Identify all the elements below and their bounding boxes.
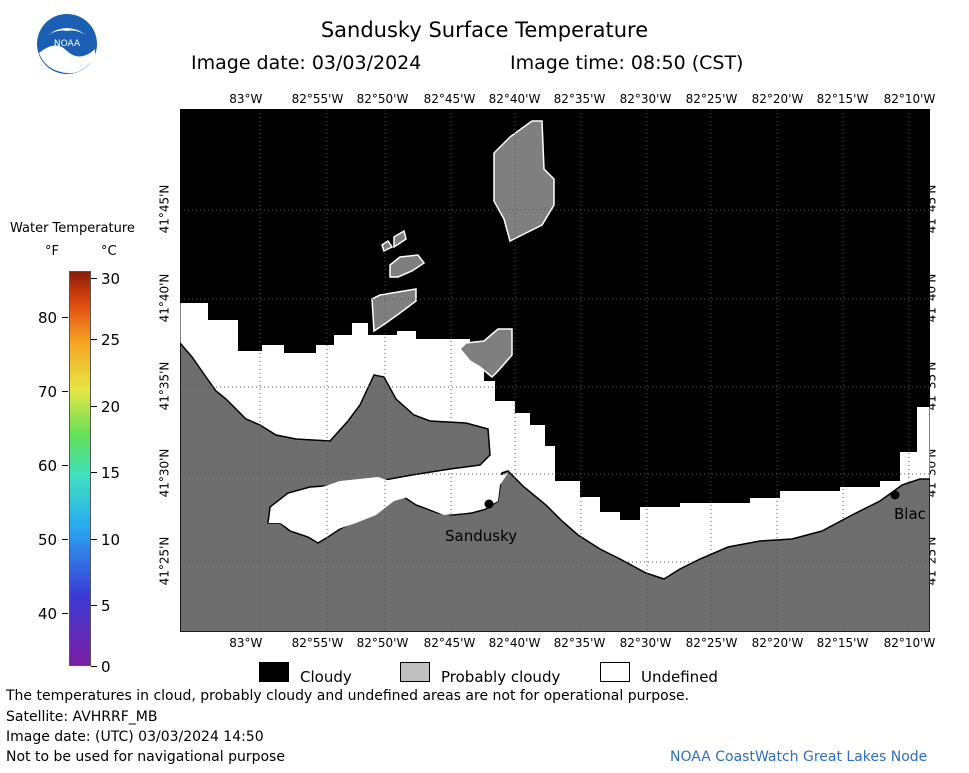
celsius-tick-label: 0 — [101, 658, 111, 676]
graticule — [180, 109, 930, 632]
celsius-tick-label: 15 — [101, 464, 121, 482]
noaa-logo-icon: NOAA — [37, 14, 97, 74]
legend-cloudy-swatch — [259, 662, 289, 682]
longitude-label: 82°40'W — [488, 636, 541, 650]
credit-link[interactable]: NOAA CoastWatch Great Lakes Node — [670, 749, 928, 765]
longitude-label: 82°45'W — [423, 636, 476, 650]
longitude-label: 82°15'W — [816, 92, 869, 106]
cloudy-area — [180, 109, 930, 520]
latitude-label: 41°40'N — [157, 273, 172, 323]
celsius-tick-label: 25 — [101, 331, 121, 349]
longitude-label: 82°50'W — [356, 636, 409, 650]
longitude-label: 82°40'W — [488, 92, 541, 106]
image-date: Image date: 03/03/2024 — [191, 52, 422, 74]
celsius-tick-label: 20 — [101, 398, 121, 416]
satellite-info: Satellite: AVHRRF_MB — [6, 709, 158, 725]
fahrenheit-tick-label: 70 — [38, 383, 58, 401]
longitude-label: 82°25'W — [685, 636, 738, 650]
latitude-label: 41°25'N — [157, 536, 172, 586]
blac-marker — [890, 490, 900, 500]
longitude-label: 82°10'W — [883, 92, 936, 106]
probably-cloudy-area — [393, 229, 407, 249]
probably-cloudy-area — [458, 328, 513, 379]
fahrenheit-tick-label: 80 — [38, 309, 58, 327]
bay-water — [268, 473, 508, 539]
celsius-tick-label: 5 — [101, 597, 111, 615]
longitude-label: 82°15'W — [816, 636, 869, 650]
legend-undefined-swatch — [600, 662, 630, 682]
probably-cloudy-area — [493, 120, 555, 243]
longitude-label: 82°50'W — [356, 92, 409, 106]
longitude-label: 82°30'W — [619, 92, 672, 106]
longitude-label: 82°10'W — [883, 636, 936, 650]
sandusky-label: Sandusky — [445, 527, 517, 545]
colorbar-title: Water Temperature — [10, 221, 135, 236]
longitude-label: 82°20'W — [751, 636, 804, 650]
longitude-label: 83°W — [229, 92, 263, 106]
celsius-tick-label: 30 — [101, 270, 121, 288]
unit-celsius: °C — [101, 244, 117, 259]
longitude-label: 82°55'W — [291, 636, 344, 650]
probably-cloudy-area — [381, 239, 394, 253]
fahrenheit-tick — [62, 317, 68, 318]
longitude-label: 82°25'W — [685, 92, 738, 106]
legend-cloudy-label: Cloudy — [300, 668, 352, 686]
svg-text:NOAA: NOAA — [54, 39, 81, 49]
unit-fahrenheit: °F — [45, 244, 59, 259]
temperature-map: Sandusky Blac — [180, 109, 930, 632]
disclaimer-note: The temperatures in cloud, probably clou… — [6, 688, 690, 704]
fahrenheit-tick — [62, 391, 68, 392]
legend-probably-cloudy-label: Probably cloudy — [441, 668, 561, 686]
fahrenheit-tick-label: 50 — [38, 531, 58, 549]
celsius-tick-label: 10 — [101, 531, 121, 549]
fahrenheit-tick — [62, 465, 68, 466]
latitude-label: 41°45'N — [157, 184, 172, 234]
fahrenheit-tick-label: 60 — [38, 457, 58, 475]
latitude-label: 41°35'N — [157, 361, 172, 411]
celsius-tick — [91, 472, 97, 473]
legend-undefined-label: Undefined — [641, 668, 718, 686]
celsius-tick — [91, 539, 97, 540]
image-time: Image time: 08:50 (CST) — [510, 52, 744, 74]
longitude-label: 82°35'W — [553, 636, 606, 650]
celsius-tick — [91, 406, 97, 407]
celsius-tick — [91, 339, 97, 340]
longitude-label: 83°W — [229, 636, 263, 650]
probably-cloudy-area — [389, 254, 426, 278]
sandusky-marker — [484, 499, 494, 509]
navigation-warning: Not to be used for navigational purpose — [6, 749, 285, 765]
longitude-label: 82°55'W — [291, 92, 344, 106]
longitude-label: 82°45'W — [423, 92, 476, 106]
fahrenheit-tick — [62, 613, 68, 614]
blac-label: Blac — [894, 505, 926, 523]
longitude-label: 82°20'W — [751, 92, 804, 106]
fahrenheit-tick — [62, 539, 68, 540]
utc-date: Image date: (UTC) 03/03/2024 14:50 — [6, 729, 264, 745]
longitude-label: 82°35'W — [553, 92, 606, 106]
legend-probably-cloudy-swatch — [400, 662, 430, 682]
celsius-tick — [91, 666, 97, 667]
latitude-label: 41°30'N — [157, 448, 172, 498]
celsius-tick — [91, 605, 97, 606]
longitude-label: 82°30'W — [619, 636, 672, 650]
temperature-colorbar — [69, 271, 91, 666]
page-title: Sandusky Surface Temperature — [320, 18, 649, 42]
celsius-tick — [91, 278, 97, 279]
fahrenheit-tick-label: 40 — [38, 605, 58, 623]
